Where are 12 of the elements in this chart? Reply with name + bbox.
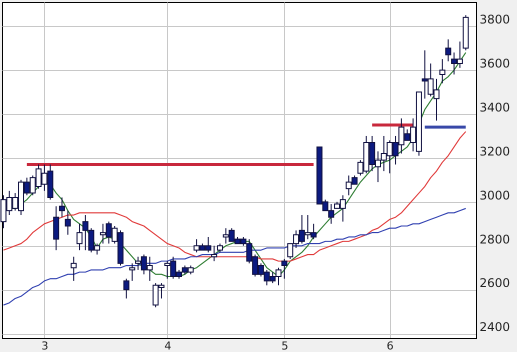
- y-tick-label: 2600: [480, 276, 510, 290]
- x-tick-label: 3: [41, 340, 48, 352]
- y-tick-label: 2400: [480, 320, 510, 334]
- y-tick-label: 3400: [480, 100, 510, 114]
- x-tick-label: 4: [164, 340, 172, 352]
- y-tick-label: 2800: [480, 232, 510, 246]
- y-tick-label: 3200: [480, 144, 510, 158]
- y-tick-label: 3800: [480, 12, 510, 27]
- x-tick-label: 6: [386, 340, 394, 352]
- x-tick-label: 5: [281, 340, 288, 352]
- y-tick-label: 3000: [480, 188, 510, 202]
- y-tick-label: 3600: [480, 56, 510, 71]
